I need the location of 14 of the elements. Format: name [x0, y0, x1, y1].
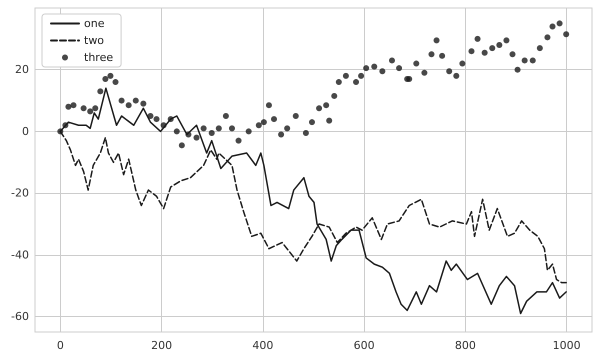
x-tick-label: 200 — [151, 339, 172, 352]
y-tick-label: -60 — [11, 310, 29, 324]
x-tick-label: 0 — [56, 339, 64, 352]
y-tick-label: -20 — [11, 186, 29, 200]
legend-label: two — [84, 34, 104, 47]
legend-label: three — [84, 51, 114, 64]
y-tick-label: 0 — [22, 124, 29, 138]
y-tick-label: 20 — [15, 63, 29, 76]
x-tick-label: 400 — [252, 339, 274, 352]
x-tick-label: 1000 — [552, 339, 581, 352]
y-tick-label: -40 — [11, 248, 29, 262]
x-tick-label: 600 — [354, 339, 375, 352]
x-tick-label: 800 — [454, 339, 476, 352]
legend-label: one — [84, 17, 105, 30]
